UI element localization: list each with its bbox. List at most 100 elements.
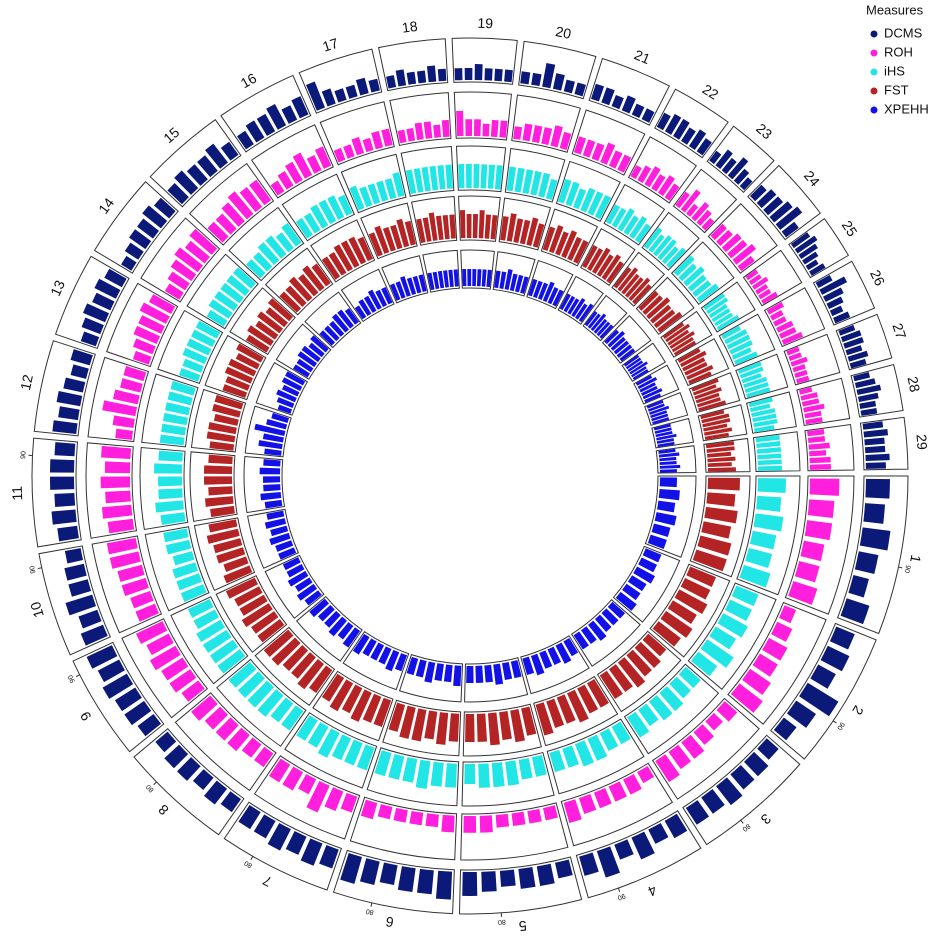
track-bar [487, 712, 500, 746]
sector-box [460, 802, 569, 861]
track-bar [809, 464, 831, 470]
track-bar [653, 309, 676, 329]
track-bar [605, 204, 621, 225]
track-bar [371, 131, 384, 150]
track-bar [263, 484, 281, 492]
track-bar [829, 305, 844, 317]
track-bar [717, 613, 748, 638]
sector-box [254, 626, 336, 706]
sector-box [796, 377, 851, 427]
track-bar [678, 263, 697, 282]
track-bar [815, 274, 833, 288]
track-bar [594, 194, 612, 220]
track-bar [375, 289, 388, 308]
track-bar [275, 232, 294, 253]
track-bar [149, 645, 181, 671]
track-bar [757, 478, 786, 494]
track-bar [192, 769, 214, 790]
sector-box [727, 601, 827, 725]
track-bar [385, 649, 400, 672]
track-bar [734, 351, 758, 365]
track-bar [158, 450, 183, 462]
track-bar [778, 605, 797, 624]
sector-tick-label: 80 [365, 907, 374, 916]
track-bar [302, 265, 325, 292]
track-bar [227, 191, 254, 220]
track-bar [739, 366, 764, 379]
track-bar [456, 110, 464, 137]
chromosome-label: 6 [384, 914, 395, 931]
track-bar [706, 297, 729, 315]
sector-box [835, 313, 893, 371]
track-bar [506, 166, 517, 192]
track-bar [701, 789, 725, 814]
track-bar [801, 398, 820, 407]
track-bar [860, 407, 878, 416]
track-bar [265, 235, 287, 259]
track-bar [775, 206, 803, 230]
track-bar [514, 274, 524, 293]
track-bar [518, 757, 533, 780]
track-bar [448, 713, 460, 742]
sector-tick [898, 566, 903, 569]
track-bar [259, 467, 281, 475]
track-bar [549, 749, 566, 773]
track-bar [443, 270, 449, 288]
track-bar [700, 409, 725, 420]
track-bar [437, 68, 447, 82]
track-bar [809, 450, 827, 457]
track-bar [277, 171, 294, 190]
track-bar [632, 369, 649, 380]
track-bar [160, 512, 186, 525]
track-bar [449, 214, 456, 239]
sector-box [244, 405, 292, 458]
track-bar [435, 870, 453, 900]
track-bar [266, 104, 287, 130]
sector-box [687, 582, 777, 690]
track-bar [165, 402, 191, 416]
track-bar [236, 130, 254, 150]
track-bar [730, 683, 763, 713]
track-bar [864, 437, 885, 446]
sector-tick [37, 567, 42, 570]
track-bar [593, 788, 612, 809]
legend-label: ROH [884, 44, 913, 59]
track-bar [642, 295, 663, 316]
sector-box [621, 342, 666, 382]
track-bar [865, 453, 890, 462]
track-bar [680, 189, 701, 213]
track-bar [845, 345, 863, 356]
track-bar [715, 149, 733, 170]
sector-box [204, 334, 267, 401]
track-bar [463, 815, 477, 833]
track-bar [771, 621, 793, 642]
track-bar [207, 221, 229, 243]
track-bar [269, 758, 291, 783]
track-bar [397, 866, 416, 893]
track-bar [343, 144, 355, 159]
track-bar [761, 291, 778, 305]
track-bar [209, 639, 239, 664]
track-bar [654, 512, 677, 526]
sector-box [72, 641, 165, 753]
sector-box [340, 268, 395, 323]
track-bar [465, 119, 473, 137]
track-bar [650, 304, 672, 324]
track-bar [843, 336, 864, 349]
chromosome-label: 2 [849, 703, 867, 718]
track-bar [113, 389, 140, 405]
track-bar [749, 530, 777, 550]
sector-box [220, 74, 312, 153]
track-bar [204, 476, 233, 485]
track-bar [329, 320, 345, 337]
track-bar [567, 298, 580, 315]
sector-box [85, 442, 138, 539]
sector-box [121, 618, 209, 719]
sector-box [458, 195, 501, 242]
track-bar [161, 423, 187, 436]
track-bar [588, 620, 607, 641]
sector-box [304, 291, 362, 349]
track-bar [538, 172, 551, 198]
track-bar [578, 303, 594, 323]
track-bar [427, 272, 435, 291]
